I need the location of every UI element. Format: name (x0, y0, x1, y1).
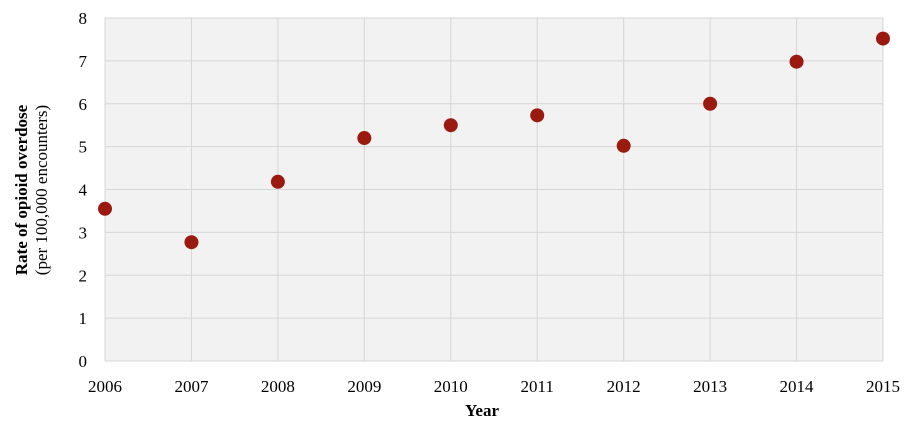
x-tick-label: 2006 (88, 377, 122, 396)
x-tick-label: 2010 (434, 377, 468, 396)
x-tick-labels: 2006 2007 2008 2009 2010 2011 2012 2013 2014 2015 (88, 377, 900, 396)
data-point (789, 54, 804, 69)
y-tick-label: 8 (79, 9, 88, 28)
y-tick-label: 7 (79, 52, 88, 71)
data-point (270, 174, 285, 189)
data-point (443, 118, 458, 133)
x-tick-label: 2013 (693, 377, 727, 396)
data-point (357, 131, 372, 146)
x-tick-label: 2009 (347, 377, 381, 396)
data-point (876, 31, 890, 46)
data-point (530, 108, 545, 123)
x-tick-label: 2012 (607, 377, 641, 396)
y-tick-label: 4 (79, 181, 88, 200)
y-axis-title: Rate of opioid overdose (per 100,000 enc… (12, 104, 51, 275)
data-point (616, 138, 631, 153)
x-axis-title: Year (465, 401, 499, 420)
data-point (98, 201, 112, 216)
y-tick-label: 0 (79, 352, 88, 371)
y-tick-label: 1 (79, 309, 88, 328)
x-tick-label: 2015 (866, 377, 900, 396)
data-point (703, 96, 718, 111)
x-tick-label: 2014 (780, 377, 815, 396)
data-point (184, 235, 199, 250)
data-points (98, 31, 890, 250)
y-axis-title-line1: Rate of opioid overdose (12, 104, 31, 275)
y-tick-label: 2 (79, 266, 88, 285)
x-tick-label: 2008 (261, 377, 295, 396)
y-tick-label: 3 (79, 223, 88, 242)
grid (104, 17, 884, 362)
x-tick-label: 2011 (521, 377, 554, 396)
y-tick-labels: 0 1 2 3 4 5 6 7 8 (79, 9, 88, 371)
y-tick-label: 6 (79, 95, 88, 114)
x-tick-label: 2007 (174, 377, 209, 396)
y-axis-title-line2: (per 100,000 encounters) (32, 105, 51, 275)
y-tick-label: 5 (79, 138, 88, 157)
